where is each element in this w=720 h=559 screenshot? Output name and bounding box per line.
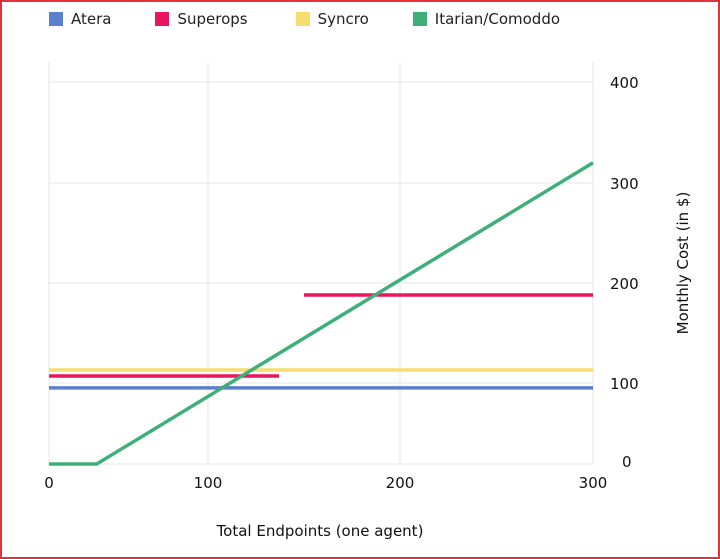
legend-item: Superops — [155, 10, 248, 28]
legend-label: Atera — [71, 10, 112, 28]
legend-label: Itarian/Comoddo — [434, 10, 561, 28]
legend-swatch — [412, 12, 427, 26]
x-tick-label: 300 — [579, 474, 608, 492]
legend-swatch — [49, 12, 63, 26]
legend-swatch — [155, 12, 170, 26]
y-tick-label: 400 — [610, 74, 639, 92]
legend-item: Itarian/Comoddo — [412, 10, 561, 28]
y-axis-label: Monthly Cost (in $) — [674, 192, 692, 335]
series-line-itarian-comoddo — [49, 161, 594, 466]
legend-item: Atera — [49, 10, 111, 28]
x-tick-label: 0 — [44, 474, 54, 492]
x-axis-label: Total Endpoints (one agent) — [216, 522, 424, 540]
y-tick-label: 200 — [610, 275, 639, 293]
y-tick-label: 0 — [622, 453, 632, 471]
y-tick-label: 100 — [610, 375, 639, 393]
y-tick-label: 300 — [610, 175, 639, 193]
legend-label: Syncro — [317, 10, 369, 28]
x-tick-label: 200 — [386, 474, 415, 492]
legend: Atera Superops Syncro Itarian/Comoddo — [49, 10, 560, 28]
legend-item: Syncro — [295, 10, 369, 28]
legend-label: Superops — [177, 10, 248, 28]
x-tick-label: 100 — [194, 474, 223, 492]
legend-swatch — [295, 12, 310, 26]
